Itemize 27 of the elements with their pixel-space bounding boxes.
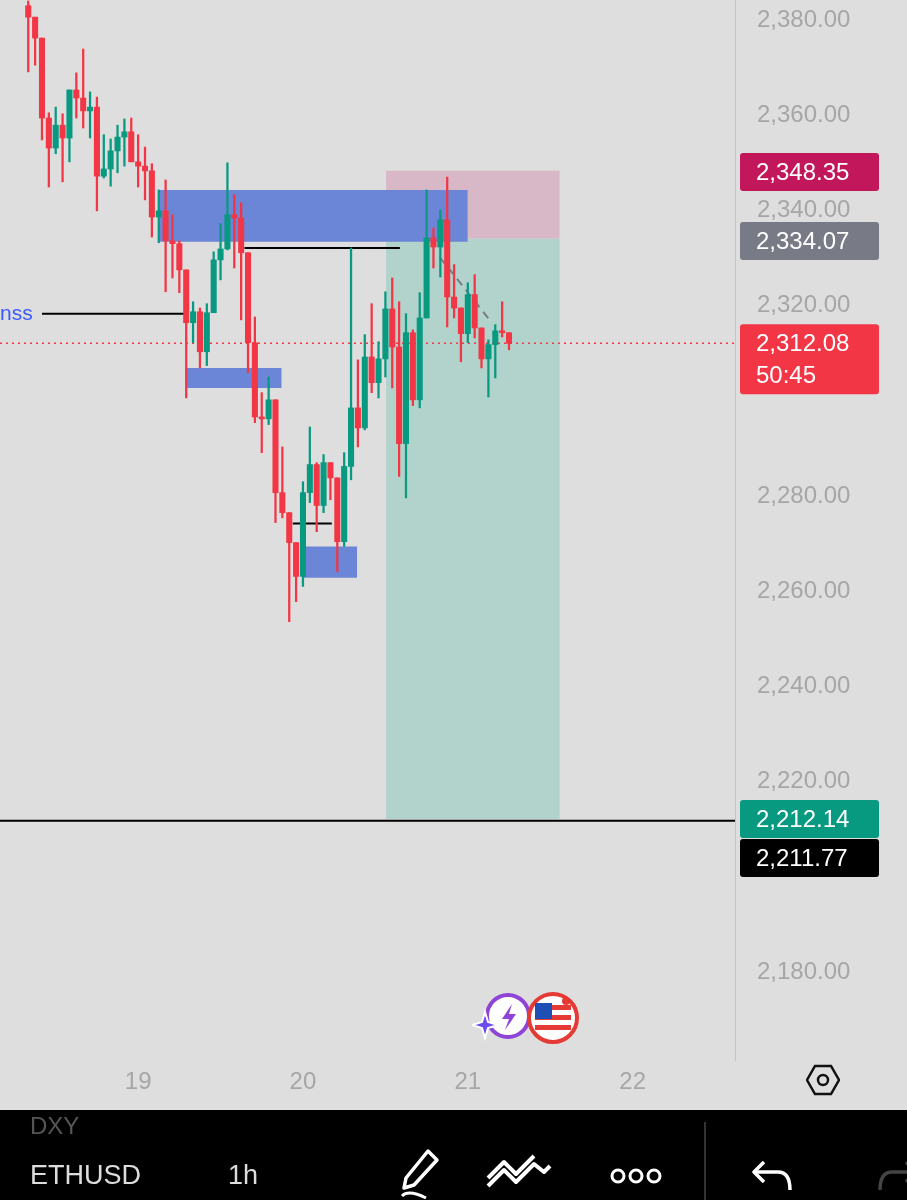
candlestick xyxy=(217,223,224,281)
x-tick-label: 21 xyxy=(454,1067,482,1095)
y-tick-label: 2,340.00 xyxy=(757,195,851,223)
x-tick-label: 22 xyxy=(619,1067,646,1095)
text: 2,348.35 xyxy=(756,157,850,185)
y-tick-label: 2,280.00 xyxy=(757,480,851,508)
y-tick-label: 2,360.00 xyxy=(757,99,851,127)
text: 2,212.14 xyxy=(756,804,850,832)
x-tick-label: 19 xyxy=(124,1067,152,1095)
y-tick-label: 2,260.00 xyxy=(757,575,851,603)
candlestick xyxy=(162,179,169,293)
text: 1h xyxy=(228,1160,259,1191)
ref-line-label: 2,312.08 50:45 xyxy=(756,328,850,388)
x-tick-label: 20 xyxy=(289,1067,317,1095)
y-tick-label: 2,320.00 xyxy=(757,290,851,318)
y-tick-label: 2,240.00 xyxy=(757,670,851,698)
text: 2,334.07 xyxy=(756,226,850,254)
text: ETHUSD xyxy=(30,1160,142,1191)
y-tick-label: 2,380.00 xyxy=(757,4,851,32)
candlestick xyxy=(59,113,66,183)
ref-line-label: 2,211.77 xyxy=(756,843,848,871)
text: DXY xyxy=(30,1112,80,1140)
y-tick-label: 2,180.00 xyxy=(757,956,851,984)
candlestick xyxy=(430,227,437,269)
y-tick-label: 2,220.00 xyxy=(757,766,851,794)
candlestick xyxy=(114,124,121,174)
annotation: nss xyxy=(0,301,33,325)
